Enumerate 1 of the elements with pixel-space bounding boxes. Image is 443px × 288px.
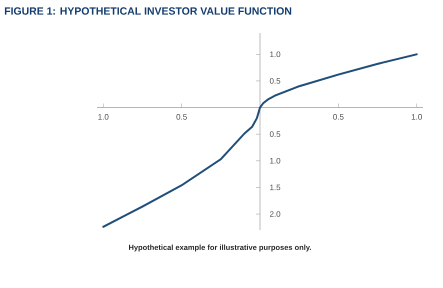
chart-title: FIGURE 1: HYPOTHETICAL INVESTOR VALUE FUNCTION	[4, 7, 292, 15]
